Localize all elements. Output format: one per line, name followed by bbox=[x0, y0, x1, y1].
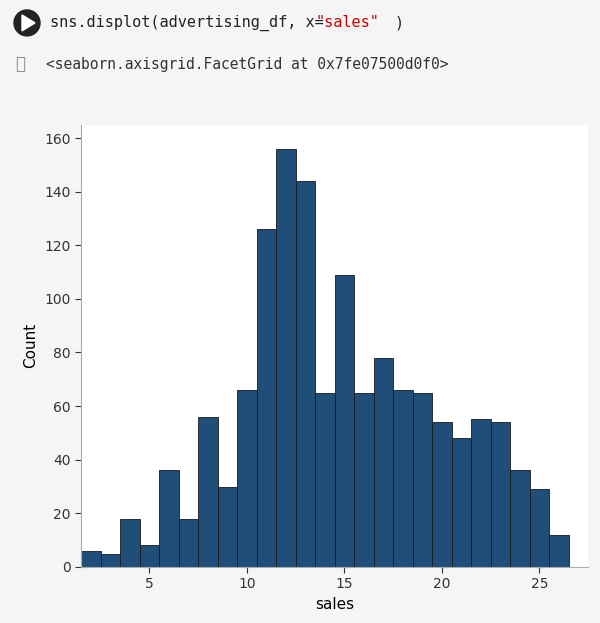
Bar bbox=[354, 392, 373, 567]
Bar bbox=[198, 417, 218, 567]
Bar bbox=[101, 553, 120, 567]
Bar bbox=[81, 551, 101, 567]
Text: <seaborn.axisgrid.FacetGrid at 0x7fe07500d0f0>: <seaborn.axisgrid.FacetGrid at 0x7fe0750… bbox=[46, 57, 449, 72]
Bar bbox=[237, 390, 257, 567]
Bar bbox=[413, 392, 432, 567]
Bar bbox=[549, 535, 569, 567]
Text: ⮡: ⮡ bbox=[15, 55, 25, 74]
Bar bbox=[296, 181, 315, 567]
Bar bbox=[120, 519, 139, 567]
Bar bbox=[139, 546, 159, 567]
Bar bbox=[393, 390, 413, 567]
Bar bbox=[471, 419, 491, 567]
Text: "sales": "sales" bbox=[316, 16, 380, 31]
Bar bbox=[491, 422, 510, 567]
Bar bbox=[276, 149, 296, 567]
Polygon shape bbox=[14, 10, 40, 36]
Bar bbox=[452, 438, 471, 567]
X-axis label: sales: sales bbox=[315, 597, 354, 612]
Bar bbox=[257, 229, 276, 567]
Bar bbox=[159, 470, 179, 567]
Polygon shape bbox=[22, 15, 35, 31]
Bar bbox=[218, 487, 237, 567]
Bar bbox=[179, 519, 198, 567]
Bar bbox=[530, 489, 549, 567]
Bar bbox=[510, 470, 530, 567]
Y-axis label: Count: Count bbox=[23, 323, 38, 368]
Bar bbox=[432, 422, 452, 567]
Bar bbox=[373, 358, 393, 567]
Text: ): ) bbox=[394, 16, 403, 31]
Bar bbox=[335, 275, 354, 567]
Bar bbox=[315, 392, 335, 567]
Text: sns.displot(advertising_df, x=: sns.displot(advertising_df, x= bbox=[50, 15, 324, 31]
